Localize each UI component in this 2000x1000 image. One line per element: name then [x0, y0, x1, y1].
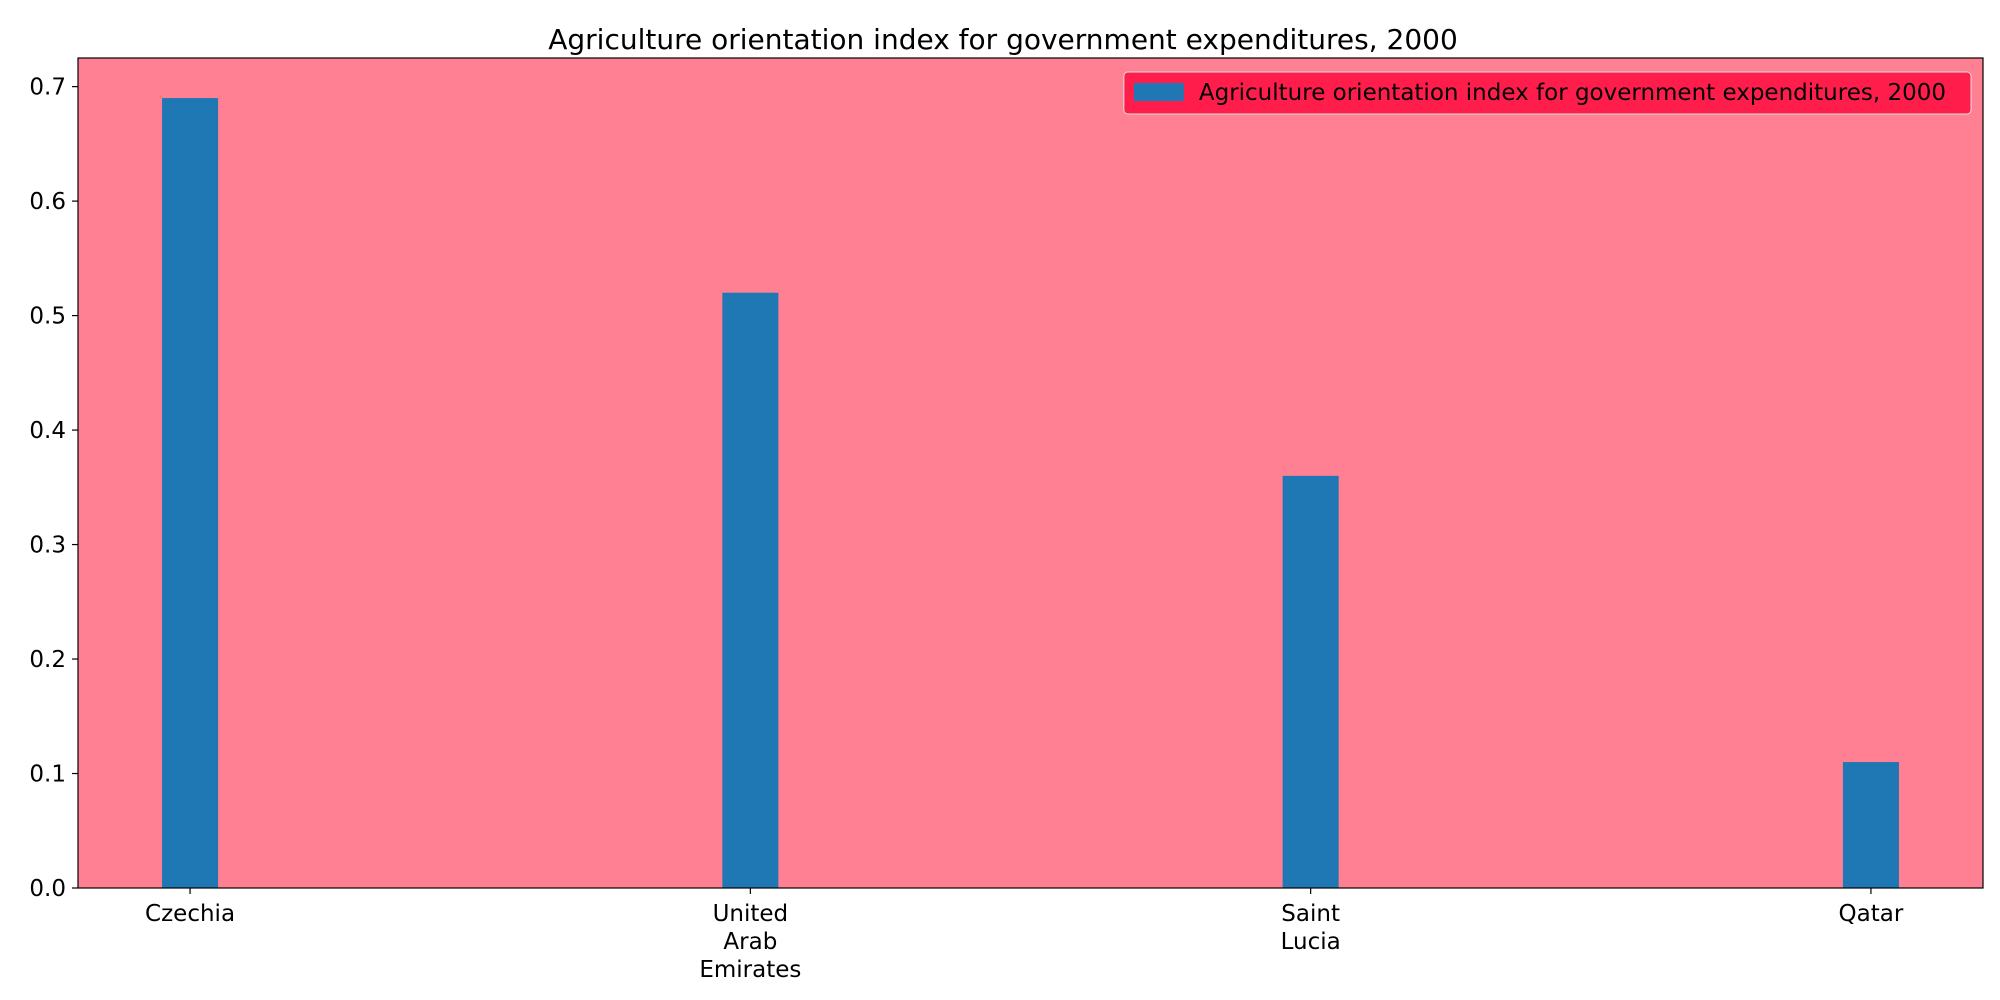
axes-group	[77, 57, 1984, 889]
chart-title: Agriculture orientation index for govern…	[548, 23, 1458, 56]
y-tick-label: 0.7	[29, 75, 66, 101]
plot-area	[78, 58, 1983, 888]
plot-frame	[77, 57, 1984, 889]
y-tick-label: 0.0	[29, 876, 66, 902]
legend: Agriculture orientation index for govern…	[1123, 71, 1972, 115]
y-axis-ticks: 0.0 0.1 0.2 0.3 0.4 0.5 0.6 0.7	[29, 75, 78, 902]
legend-swatch	[1133, 83, 1184, 101]
y-tick-label: 0.6	[29, 189, 66, 215]
bar-saint-lucia	[1282, 475, 1339, 888]
x-tick-label: United Arab Emirates	[699, 901, 801, 983]
y-tick-label: 0.5	[29, 304, 66, 330]
y-tick-label: 0.4	[29, 418, 66, 444]
y-tick-label: 0.1	[29, 762, 66, 788]
y-tick-label: 0.3	[29, 533, 66, 559]
x-tick-label: Qatar	[1839, 901, 1904, 927]
x-axis-ticks: Czechia United Arab Emirates Saint Lucia Qatar	[145, 888, 1904, 983]
bar-united-arab-emirates	[722, 292, 779, 888]
bar-qatar	[1842, 762, 1899, 888]
x-tick-label: Saint Lucia	[1281, 901, 1341, 955]
y-tick-label: 0.2	[29, 647, 66, 673]
bar-czechia	[162, 98, 219, 888]
legend-label: Agriculture orientation index for govern…	[1199, 80, 1946, 106]
x-tick-label: Czechia	[145, 901, 235, 927]
legend-box	[1123, 71, 1972, 115]
bars-group	[162, 98, 1899, 888]
